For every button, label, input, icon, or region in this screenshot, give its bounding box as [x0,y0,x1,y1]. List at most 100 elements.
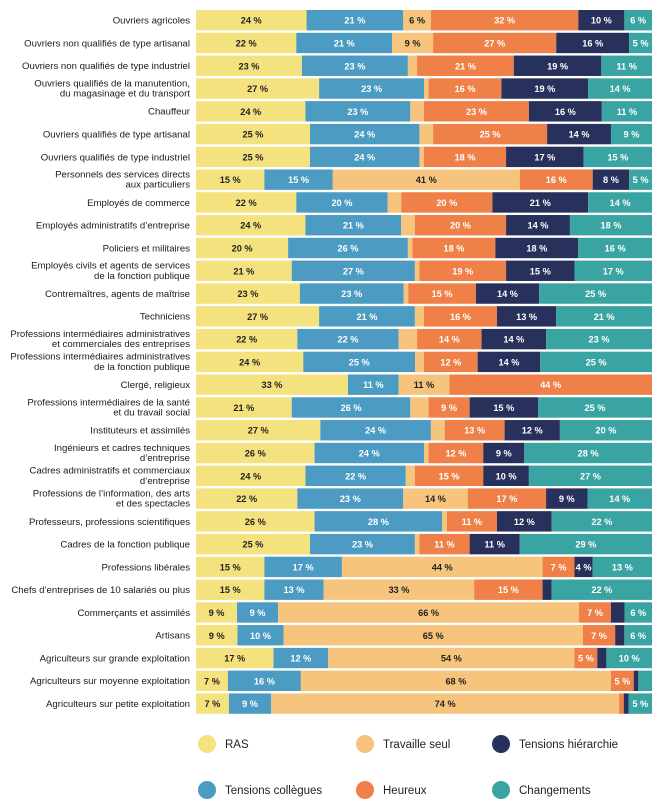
data-label: 33 % [388,585,409,595]
data-label: 33 % [262,380,283,390]
bar-segment [624,10,652,31]
bar-segment [314,511,443,532]
category-label: Professions libérales [101,562,190,573]
bar-segment [629,32,652,54]
data-label: 15 % [493,403,514,413]
bar-segment [547,123,611,145]
bar-segment [227,670,301,692]
bar-segment [506,146,584,168]
data-label: 8 % [603,175,619,185]
bar-segment [433,32,557,54]
bar-segment [578,10,625,31]
data-label: 15 % [220,585,241,595]
bar-segment [424,101,529,122]
bar-segment [628,693,652,714]
data-label: 14 % [569,130,590,140]
bar-segment [430,420,445,441]
bar-segment [414,215,507,236]
category-label: Chefs d’entreprises de 10 salariés ou pl… [11,585,190,596]
bar-segment [624,602,652,623]
bar-segment [424,351,478,373]
bar-segment [196,32,297,54]
data-label: 21 % [357,312,378,322]
data-label: 11 % [414,380,434,390]
data-label: 7 % [587,608,603,618]
data-label: 54 % [441,654,462,664]
data-label: 20 % [331,198,352,208]
bar-segment [283,625,583,646]
data-label: 16 % [546,175,567,185]
bar-segment [403,10,431,31]
bar-segment [196,374,348,395]
bar-segment [196,146,310,168]
bar-segment [469,533,520,555]
bar-segment [412,237,496,259]
bar-segment [506,260,575,281]
data-label: 7 % [205,699,221,709]
bar-segment [196,55,302,76]
data-label: 19 % [452,266,473,276]
data-label: 23 % [340,494,361,504]
bar-segment [424,306,497,327]
bar-segment [619,693,624,714]
data-label: 6 % [409,16,425,26]
data-label: 24 % [239,357,260,367]
bar-segment [291,260,415,281]
bar-segment [408,283,476,304]
data-label: 29 % [575,540,596,550]
bar-segment [401,192,493,213]
bar-segment [414,533,420,555]
bar-segment [403,283,409,304]
bar-segment [196,511,315,532]
category-label: Ouvriers qualifiés de type artisanal [43,130,190,141]
legend-swatch [492,735,510,753]
data-label: 11 % [616,61,636,71]
data-label: 25 % [586,357,607,367]
data-label: 11 % [363,380,383,390]
data-label: 14 % [610,84,631,94]
data-label: 10 % [591,16,612,26]
bar-segment [401,215,415,236]
category-labels: Ouvriers agricoles Ouvriers non qualifiés… [10,16,190,710]
bar-segment [624,625,652,646]
data-label: 13 % [612,562,633,572]
bar-segment [196,670,228,692]
bar-segment [196,602,238,623]
category-label: Clergé, religieux [121,380,191,391]
data-label: 10 % [496,471,517,481]
bar-segment [419,123,434,145]
bar-segment [415,351,424,373]
data-label: 26 % [245,517,266,527]
bar-segment [524,442,652,464]
bar-segment [196,625,238,646]
bar-segment [196,442,315,464]
bar-segment [407,55,418,76]
bar-segment [442,511,447,532]
data-label: 10 % [619,654,640,664]
data-label: 27 % [248,426,269,436]
bar-segment [301,55,408,76]
bar-segment [582,625,616,646]
data-label: 5 % [578,654,594,664]
bar-segment [237,602,279,623]
data-label: 17 % [603,266,624,276]
data-label: 21 % [344,16,365,26]
legend-label: Heureux [383,785,427,797]
data-label: 23 % [237,289,258,299]
bar-segment [405,465,415,486]
bar-segment [419,146,424,168]
bar-segment [444,420,505,441]
data-label: 5 % [633,38,649,48]
data-label: 25 % [480,130,501,140]
data-label: 5 % [633,175,649,185]
bar-segment [387,192,402,213]
bar-segment [296,192,388,213]
bar-segment [417,328,482,350]
data-label: 24 % [359,449,380,459]
data-label: 68 % [445,676,466,686]
data-label: 21 % [530,198,551,208]
bar-segment [196,556,265,578]
data-label: 24 % [240,107,261,117]
bar-segment [528,101,602,122]
category-label: Artisans [155,631,190,642]
